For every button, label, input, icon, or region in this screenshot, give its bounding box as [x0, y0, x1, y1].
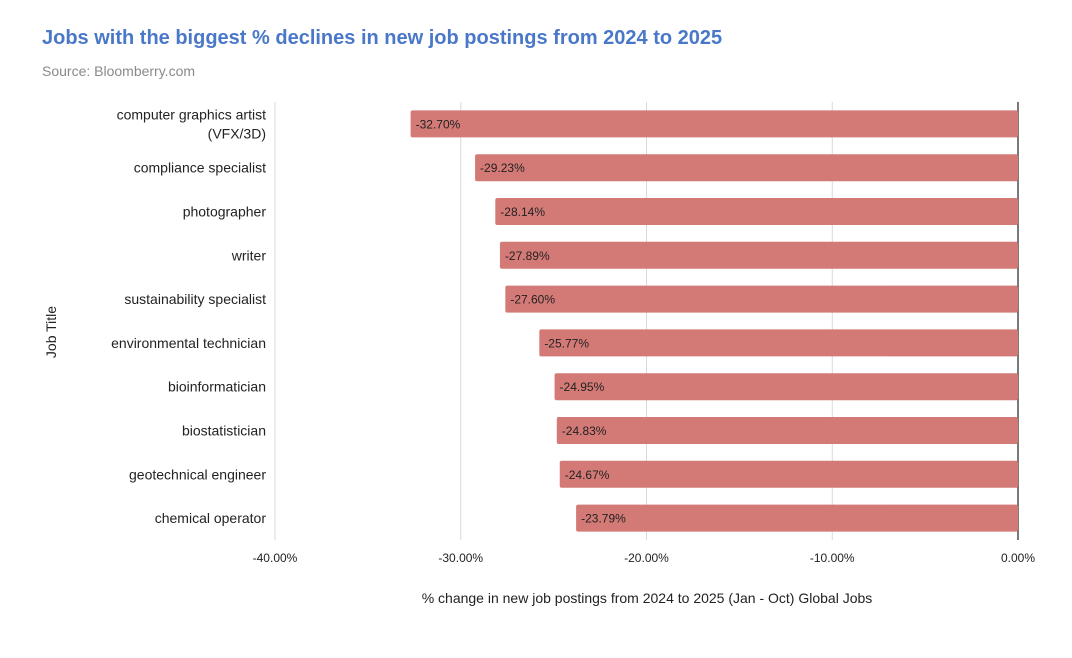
bar [556, 417, 1018, 444]
data-label: -32.70% [416, 117, 461, 131]
bar [559, 460, 1018, 488]
bar [495, 198, 1018, 225]
bar [576, 504, 1018, 532]
data-label: -27.89% [505, 249, 550, 263]
bar [505, 285, 1019, 313]
data-labels: -32.70% -29.23% -28.14% -27.89% -27.60% -25.7… [416, 117, 627, 525]
category-label: compliance specialist [134, 160, 266, 176]
category-label: photographer [183, 204, 267, 220]
category-label: bioinformatician [168, 379, 266, 395]
bar [554, 373, 1018, 401]
x-tick-label: 0.00% [1001, 551, 1035, 565]
data-label: -23.79% [581, 512, 626, 526]
data-label: -25.77% [544, 336, 589, 350]
y-axis-label: Job Title [43, 306, 59, 358]
category-label: biostatistician [182, 423, 266, 439]
category-labels: computer graphics artist (VFX/3D) complian… [111, 106, 266, 526]
chart-subtitle: Source: Bloomberry.com [42, 63, 196, 79]
category-label: geotechnical engineer [129, 466, 266, 482]
category-label: (VFX/3D) [208, 125, 266, 141]
chart-title: Jobs with the biggest % declines in new … [42, 27, 723, 49]
data-label: -27.60% [510, 293, 555, 307]
category-label: computer graphics artist [117, 106, 267, 122]
bar [539, 329, 1018, 357]
x-axis-label: % change in new job postings from 2024 t… [422, 590, 873, 606]
category-label: writer [231, 247, 267, 263]
bar [410, 110, 1018, 138]
bar [475, 154, 1019, 182]
data-label: -24.67% [565, 468, 610, 482]
x-tick-label: -20.00% [624, 551, 669, 565]
x-tick-labels: -40.00% -30.00% -20.00% -10.00% 0.00% [253, 551, 1036, 565]
x-tick-label: -10.00% [810, 551, 855, 565]
category-label: environmental technician [111, 335, 266, 351]
bars [410, 110, 1019, 532]
data-label: -24.83% [562, 424, 607, 438]
bar [499, 241, 1018, 269]
category-label: sustainability specialist [124, 291, 266, 307]
data-label: -24.95% [560, 380, 605, 394]
x-tick-label: -40.00% [253, 551, 298, 565]
x-tick-label: -30.00% [438, 551, 483, 565]
data-label: -28.14% [500, 205, 545, 219]
data-label: -29.23% [480, 161, 525, 175]
category-label: chemical operator [155, 510, 267, 526]
